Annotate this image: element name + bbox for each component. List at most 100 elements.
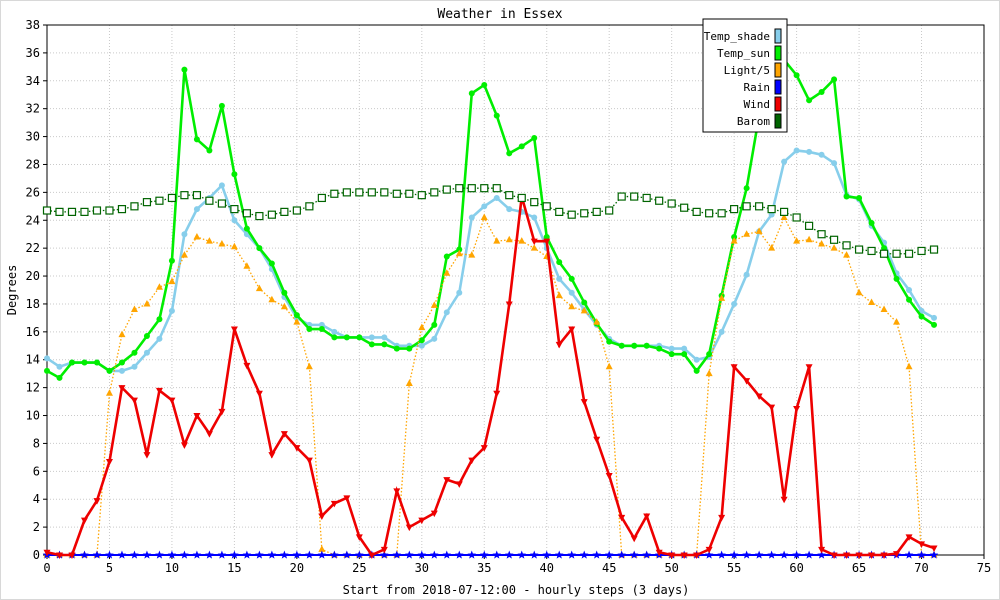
data-point <box>668 552 676 559</box>
data-point <box>529 550 539 559</box>
data-point <box>156 316 163 323</box>
data-point <box>180 550 189 559</box>
data-point <box>81 359 88 366</box>
data-point <box>168 307 175 314</box>
series-rain <box>42 550 939 559</box>
data-point <box>231 171 238 178</box>
series-line <box>46 149 935 373</box>
data-point <box>929 245 939 254</box>
data-point <box>230 326 238 334</box>
data-point <box>68 359 75 366</box>
data-point <box>142 198 152 207</box>
data-point <box>668 345 675 352</box>
data-point <box>481 81 488 88</box>
data-point <box>517 193 526 203</box>
data-point <box>742 550 751 559</box>
data-point <box>380 550 389 559</box>
data-point <box>118 330 126 338</box>
data-point <box>343 334 350 341</box>
y-tick-label: 6 <box>33 464 40 478</box>
data-point <box>905 362 913 370</box>
data-point <box>605 473 613 480</box>
data-point <box>480 184 489 193</box>
data-point <box>168 257 175 264</box>
x-tick-label: 60 <box>789 561 803 575</box>
legend: Temp_shade Temp_sun Light/5 Rain Wind Barom <box>702 18 788 133</box>
data-point <box>605 206 614 215</box>
legend-label: Temp_shade <box>704 30 770 43</box>
data-point <box>581 299 588 306</box>
data-point <box>43 549 51 557</box>
data-point <box>168 277 176 285</box>
data-point <box>931 321 938 328</box>
data-point <box>568 326 576 334</box>
legend-label: Temp_sun <box>717 47 770 60</box>
data-point <box>331 334 338 341</box>
data-point <box>468 90 475 97</box>
y-tick-label: 26 <box>26 185 40 199</box>
data-point <box>392 189 401 198</box>
data-point <box>831 160 838 167</box>
data-point <box>343 495 351 502</box>
data-point <box>280 550 289 559</box>
data-point <box>242 209 251 218</box>
data-point <box>479 550 489 559</box>
data-point <box>442 550 452 559</box>
data-point <box>543 238 551 246</box>
data-point <box>42 206 52 215</box>
series-line <box>46 58 935 380</box>
data-point <box>868 298 876 306</box>
data-point <box>906 296 913 303</box>
x-axis-ticks: 0 5 10 15 20 25 30 35 40 45 50 55 60 65 70 75 <box>43 555 991 575</box>
data-point <box>705 209 714 218</box>
data-point <box>567 210 576 219</box>
data-point <box>630 535 638 543</box>
data-point <box>880 552 888 559</box>
data-point <box>642 193 651 203</box>
data-point <box>468 457 476 465</box>
y-tick-label: 16 <box>26 325 40 339</box>
data-point <box>218 239 226 247</box>
data-point <box>580 306 588 314</box>
data-point <box>556 259 563 266</box>
x-tick-label: 45 <box>602 561 616 575</box>
series-line <box>46 196 935 557</box>
data-point <box>405 550 414 559</box>
data-point <box>330 189 339 198</box>
data-point <box>868 220 875 227</box>
data-point <box>868 552 876 559</box>
data-point <box>643 513 651 520</box>
data-point <box>356 334 363 341</box>
data-point <box>105 550 114 559</box>
data-point <box>118 385 126 392</box>
data-point <box>405 379 413 386</box>
data-point <box>830 244 838 251</box>
data-point <box>555 207 564 216</box>
data-point <box>493 390 501 398</box>
data-point <box>430 301 438 308</box>
data-point <box>230 242 238 250</box>
data-point <box>143 349 150 356</box>
data-point <box>730 364 738 371</box>
data-point <box>667 199 676 208</box>
data-point <box>604 550 614 559</box>
data-point <box>843 251 851 258</box>
data-point <box>792 550 801 559</box>
data-point <box>718 294 726 301</box>
data-point <box>255 211 264 221</box>
data-point <box>918 313 925 320</box>
data-point <box>743 230 751 237</box>
data-point <box>217 199 227 208</box>
data-point <box>793 72 800 79</box>
data-point <box>843 552 851 559</box>
data-point <box>142 550 152 559</box>
data-point <box>230 205 239 214</box>
data-point <box>367 188 376 197</box>
data-point <box>717 550 726 559</box>
data-point <box>680 203 689 212</box>
x-tick-label: 20 <box>290 561 304 575</box>
x-tick-label: 5 <box>106 561 113 575</box>
data-point <box>431 335 438 342</box>
x-tick-label: 15 <box>227 561 241 575</box>
